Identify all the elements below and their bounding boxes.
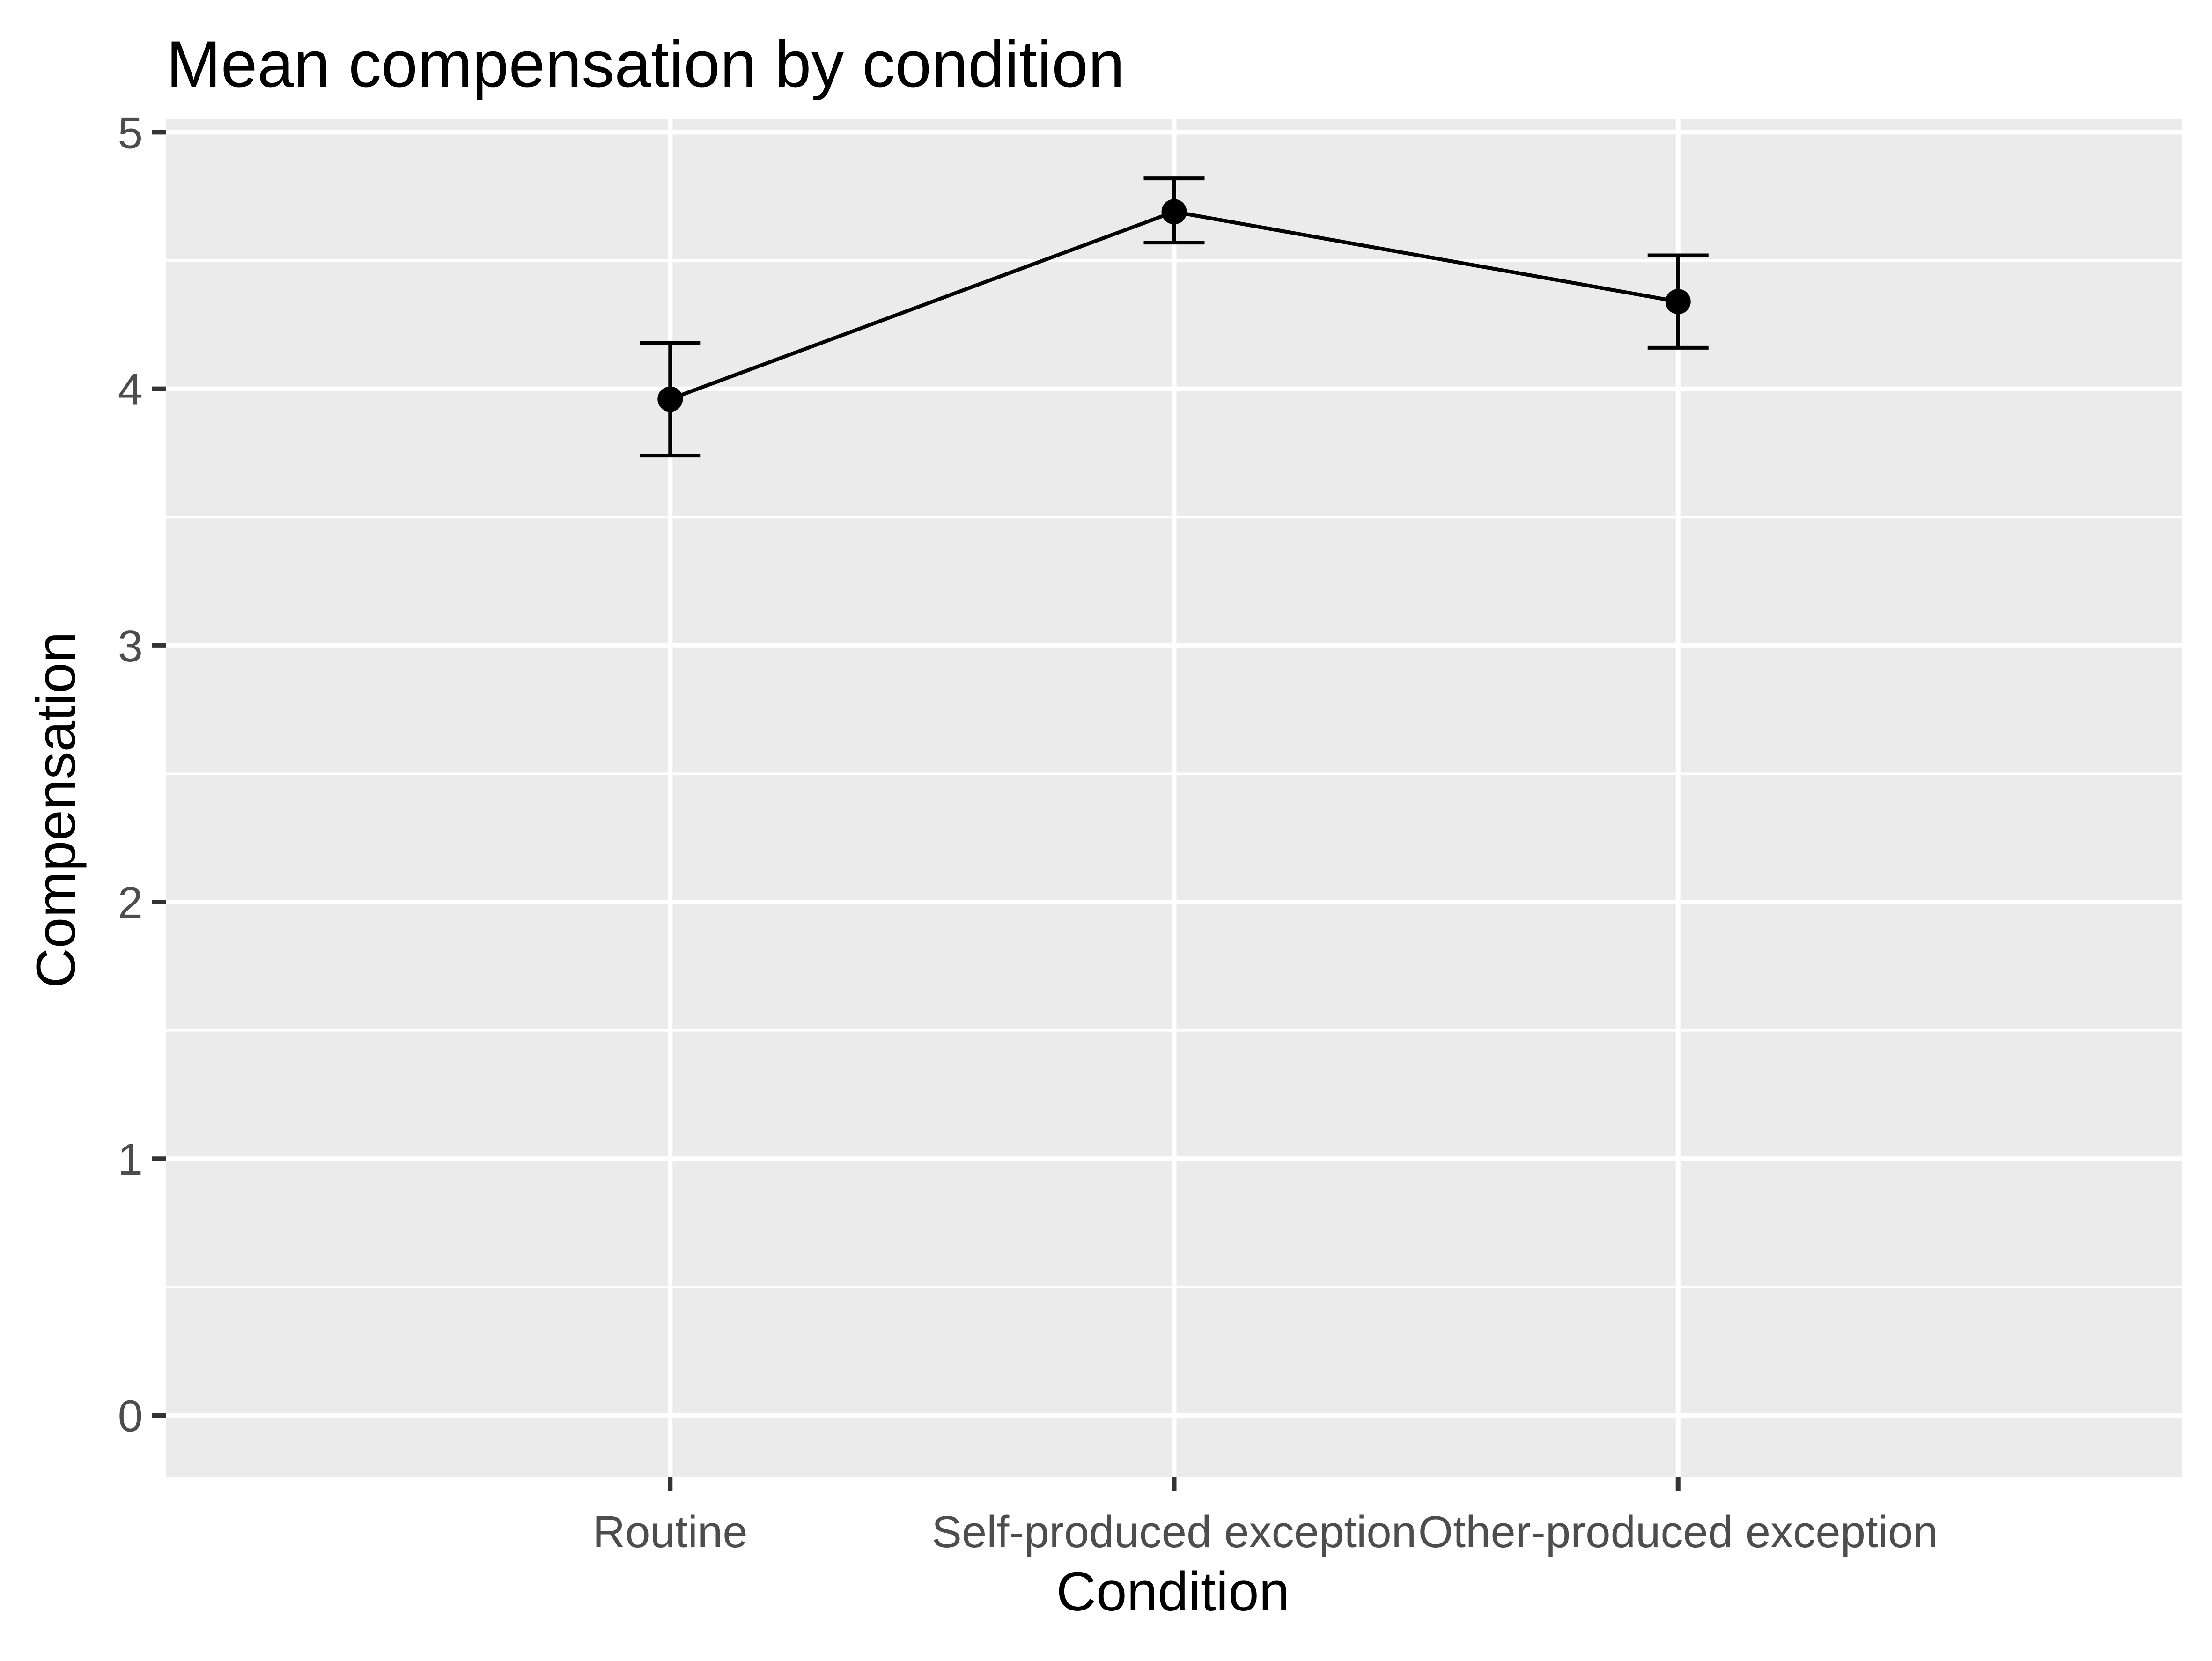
series-layer (640, 176, 1709, 458)
x-tick-label: Self-produced exception (932, 1507, 1416, 1557)
y-axis-title: Compensation (25, 632, 87, 988)
tick-labels: 0 1 2 3 4 5 Routine Self-produced exception Othe… (118, 108, 1938, 1557)
y-tick-label: 4 (118, 365, 143, 415)
y-tick-label: 1 (118, 1134, 143, 1184)
x-tick-label: Routine (593, 1507, 748, 1557)
y-tick-label: 2 (118, 878, 143, 928)
grid-major (166, 119, 2182, 1477)
data-point (657, 386, 683, 412)
x-axis-title: Condition (1056, 1561, 1290, 1623)
y-tick-label: 5 (118, 108, 143, 158)
data-point (1161, 199, 1187, 225)
axis-ticks (152, 130, 1681, 1491)
y-tick-label: 0 (118, 1391, 143, 1441)
x-tick-label: Other-produced exception (1418, 1507, 1938, 1557)
y-tick-label: 3 (118, 621, 143, 671)
chart-title: Mean compensation by condition (166, 27, 1125, 101)
data-point (1665, 289, 1691, 315)
